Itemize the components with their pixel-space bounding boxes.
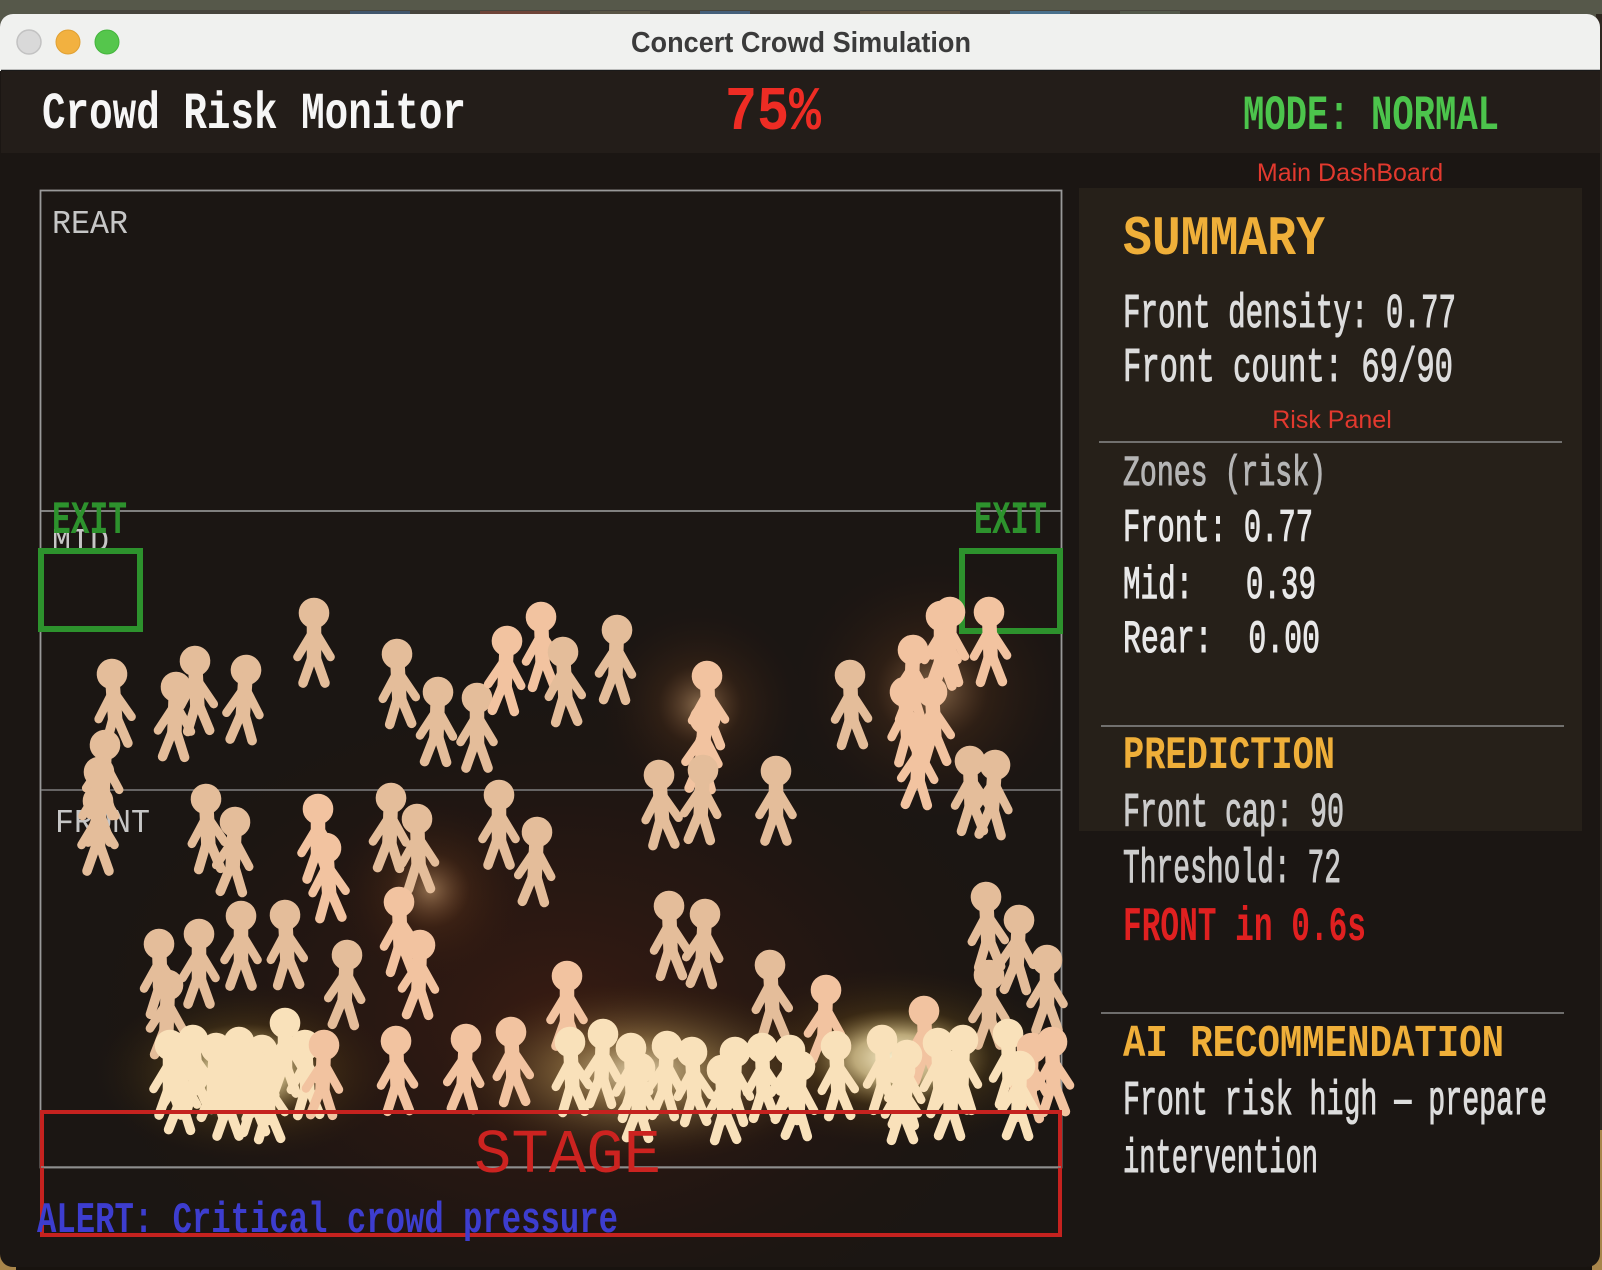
svg-text:EXIT: EXIT <box>52 495 127 547</box>
svg-text:ALERT: Critical crowd pressure: ALERT: Critical crowd pressure <box>37 1196 618 1246</box>
svg-text:Front density: 0.77: Front density: 0.77 <box>1123 288 1456 342</box>
svg-text:Concert Crowd Simulation: Concert Crowd Simulation <box>631 27 971 59</box>
svg-text:Risk Panel: Risk Panel <box>1272 406 1392 434</box>
svg-text:SUMMARY: SUMMARY <box>1123 207 1325 271</box>
svg-text:Rear: 0.00: Rear: 0.00 <box>1123 614 1320 666</box>
svg-text:STAGE: STAGE <box>474 1120 661 1191</box>
svg-text:MID: MID <box>52 524 109 561</box>
svg-text:AI RECOMMENDATION: AI RECOMMENDATION <box>1123 1019 1504 1070</box>
svg-text:MODE: NORMAL: MODE: NORMAL <box>1243 88 1499 144</box>
svg-text:REAR: REAR <box>52 206 128 243</box>
svg-text:Front cap: 90: Front cap: 90 <box>1123 787 1344 841</box>
svg-text:EXIT: EXIT <box>974 495 1047 547</box>
svg-text:Mid: 0.39: Mid: 0.39 <box>1123 560 1316 612</box>
svg-text:PREDICTION: PREDICTION <box>1123 730 1335 782</box>
svg-text:75%: 75% <box>725 77 822 148</box>
svg-text:Crowd Risk Monitor: Crowd Risk Monitor <box>42 85 466 144</box>
svg-text:Zones (risk): Zones (risk) <box>1123 449 1326 498</box>
svg-text:Front count: 69/90: Front count: 69/90 <box>1123 342 1453 396</box>
svg-text:FRONT in 0.6s: FRONT in 0.6s <box>1123 901 1366 955</box>
svg-text:Front: 0.77: Front: 0.77 <box>1123 503 1313 555</box>
svg-text:Front risk high — prepare: Front risk high — prepare <box>1123 1075 1547 1129</box>
svg-text:Main DashBoard: Main DashBoard <box>1257 159 1443 187</box>
svg-text:intervention: intervention <box>1123 1133 1318 1187</box>
svg-text:Threshold: 72: Threshold: 72 <box>1123 843 1341 897</box>
